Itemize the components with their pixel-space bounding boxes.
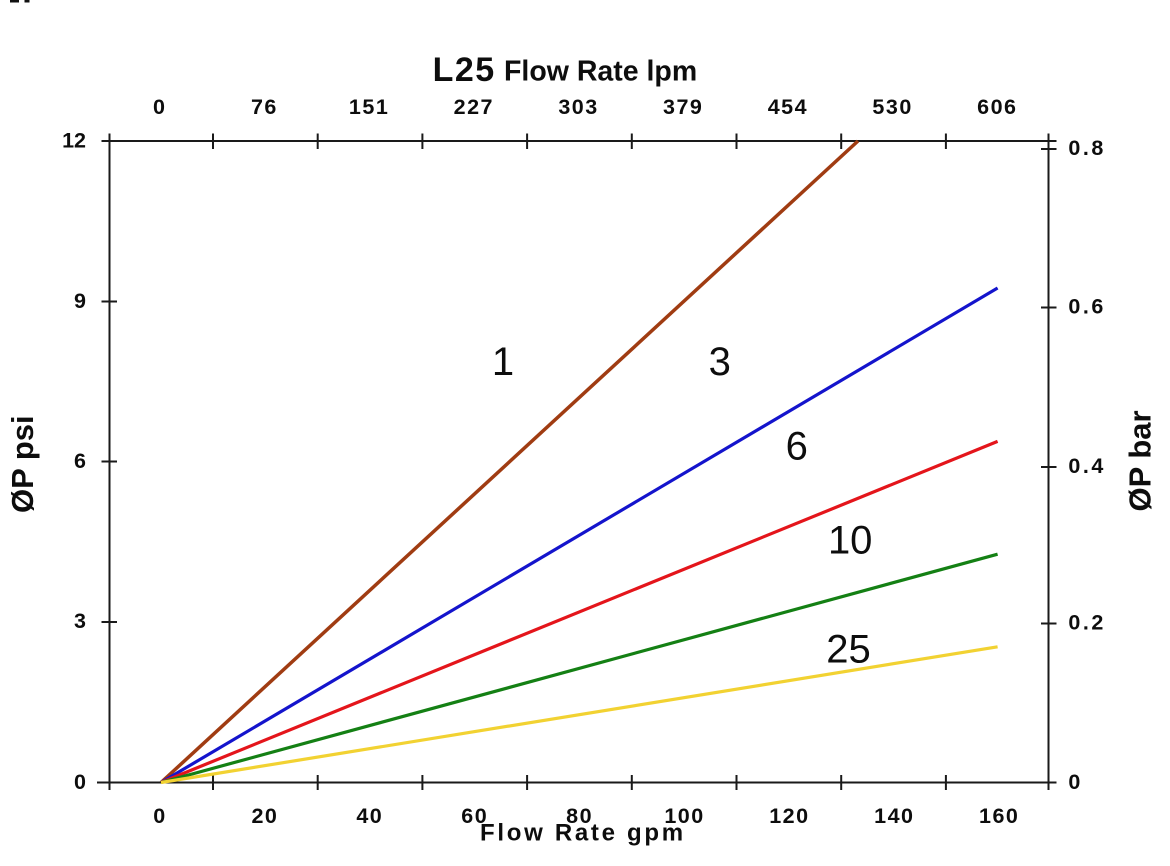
svg-text:0.2: 0.2 [1068, 611, 1105, 635]
svg-text:0.6: 0.6 [1068, 295, 1105, 319]
svg-text:379: 379 [663, 95, 703, 119]
svg-text:0: 0 [153, 95, 166, 119]
svg-text:80: 80 [566, 804, 593, 828]
svg-text:160: 160 [979, 804, 1019, 828]
svg-text:0: 0 [1068, 770, 1082, 794]
svg-text:ØP bar: ØP bar [1123, 410, 1158, 511]
svg-text:9: 9 [74, 289, 86, 313]
svg-text:530: 530 [872, 95, 912, 119]
svg-text:303: 303 [558, 95, 598, 119]
svg-text:454: 454 [768, 95, 808, 119]
svg-text:Flow Rate lpm: Flow Rate lpm [504, 56, 697, 88]
svg-text:6: 6 [786, 424, 808, 468]
svg-text:120: 120 [769, 804, 809, 828]
svg-text:0: 0 [153, 804, 166, 828]
svg-text:0.8: 0.8 [1068, 136, 1105, 160]
svg-text:227: 227 [454, 95, 494, 119]
svg-text:12: 12 [62, 129, 86, 153]
svg-text:L25: L25 [433, 51, 496, 89]
svg-text:0: 0 [74, 770, 86, 794]
svg-text:100: 100 [664, 804, 704, 828]
svg-text:151: 151 [349, 95, 389, 119]
svg-text:40: 40 [356, 804, 383, 828]
svg-text:3: 3 [709, 340, 731, 384]
svg-text:606: 606 [977, 95, 1017, 119]
svg-text:6: 6 [74, 449, 86, 473]
svg-text:3: 3 [74, 609, 86, 633]
svg-text:Flow Rate gpm: Flow Rate gpm [480, 820, 686, 847]
svg-text:0.4: 0.4 [1068, 454, 1105, 478]
svg-text:60: 60 [461, 804, 488, 828]
svg-text:140: 140 [874, 804, 914, 828]
svg-text:25: 25 [826, 627, 871, 671]
svg-text:10: 10 [828, 518, 873, 562]
svg-text:76: 76 [251, 95, 278, 119]
svg-text:1: 1 [492, 340, 514, 384]
svg-text:20: 20 [251, 804, 278, 828]
svg-text:ØP psi: ØP psi [5, 415, 40, 513]
